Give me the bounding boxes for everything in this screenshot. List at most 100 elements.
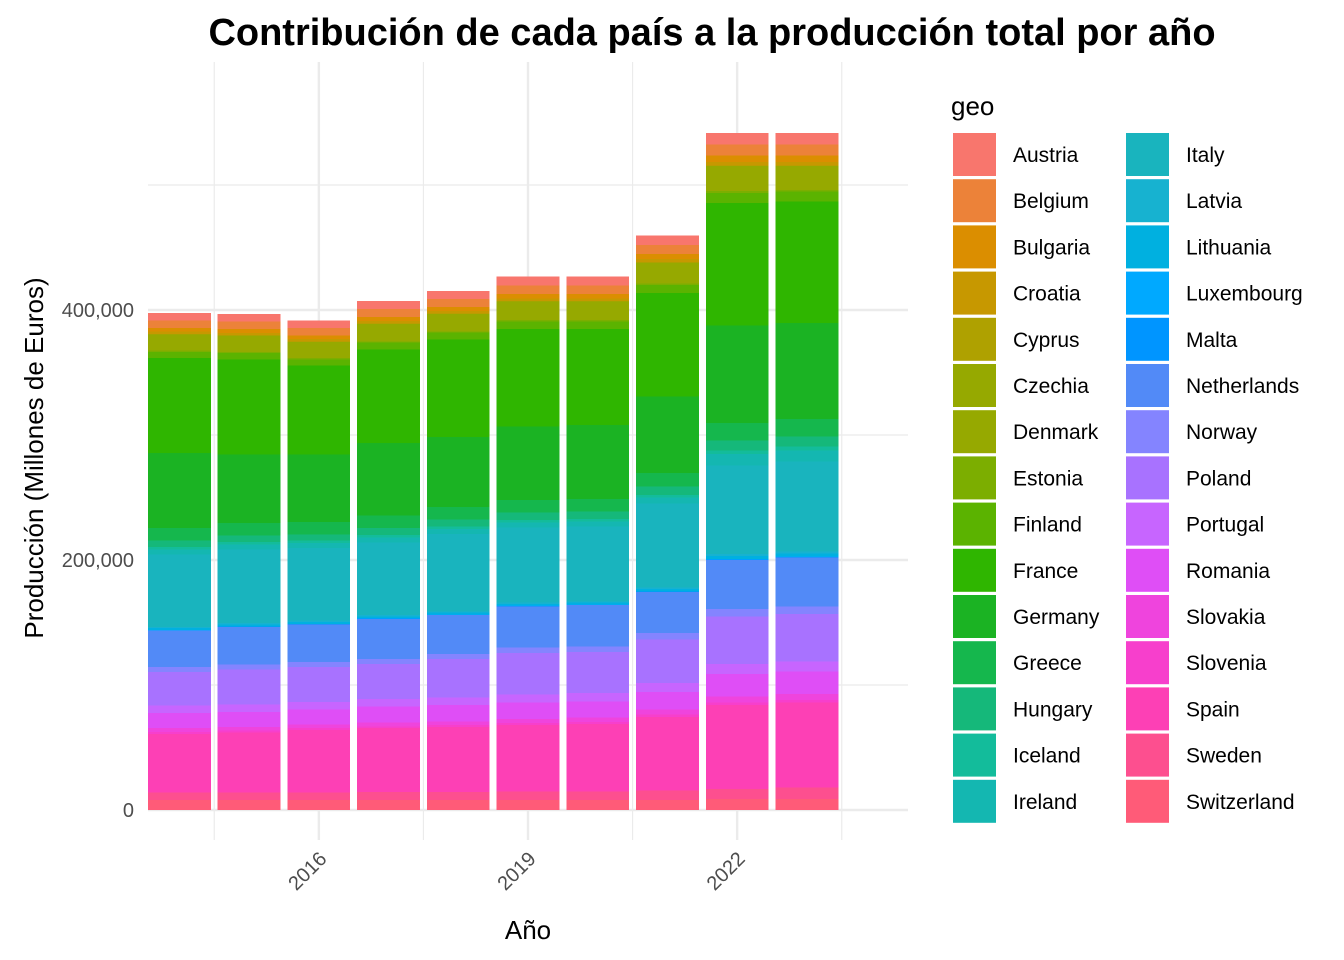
bar-segment-cyprus-2022 xyxy=(705,165,769,166)
bar-segment-switzerland-2021 xyxy=(636,800,699,810)
bar-segment-luxembourg-2022 xyxy=(705,559,769,560)
bar-segment-greece-2015 xyxy=(217,523,281,536)
bar-segment-ireland-2021 xyxy=(636,497,699,504)
bar-segment-sweden-2022 xyxy=(705,788,769,799)
bar-segment-netherlands-2014 xyxy=(148,630,211,667)
legend-label: Lithuania xyxy=(1186,236,1272,259)
bar-segment-luxembourg-2023 xyxy=(775,556,839,558)
bar-segment-croatia-2018 xyxy=(426,310,490,314)
bar-segment-ireland-2019 xyxy=(496,522,560,528)
bar-segment-poland-2022 xyxy=(705,616,769,664)
bar-segment-estonia-2017 xyxy=(357,341,420,343)
legend-item-lithuania: Lithuania xyxy=(1126,225,1272,269)
bar-segment-ireland-2017 xyxy=(357,537,420,543)
bar-segment-switzerland-2022 xyxy=(705,798,769,810)
bar-segment-finland-2020 xyxy=(566,321,630,329)
bar-segment-cyprus-2023 xyxy=(775,165,839,166)
bar-segment-estonia-2014 xyxy=(148,350,211,352)
bar-segment-lithuania-2019 xyxy=(496,603,560,606)
legend-item-france: France xyxy=(953,548,1078,592)
bar-segment-iceland-2023 xyxy=(775,446,839,451)
bar-segment-slovenia-2015 xyxy=(217,730,281,733)
bar-segment-czechia-2015 xyxy=(217,335,281,342)
bar-segment-slovakia-2020 xyxy=(566,717,630,722)
bar-segment-slovenia-2016 xyxy=(287,728,351,730)
bar-segment-norway-2015 xyxy=(217,664,281,670)
bar-segment-netherlands-2017 xyxy=(357,618,420,659)
bar-segment-iceland-2019 xyxy=(496,520,560,523)
bar-segment-czechia-2014 xyxy=(148,334,211,341)
bar-segment-sweden-2016 xyxy=(287,792,351,800)
bar-segment-poland-2015 xyxy=(217,669,281,705)
bar-segment-netherlands-2015 xyxy=(217,626,281,665)
legend-key xyxy=(953,225,996,269)
bar-segment-portugal-2022 xyxy=(705,663,769,674)
legend-label: Switzerland xyxy=(1186,791,1295,814)
bar-segment-italy-2022 xyxy=(705,465,769,555)
legend-item-sweden: Sweden xyxy=(1126,733,1262,777)
legend-label: Iceland xyxy=(1013,745,1081,768)
bar-segment-lithuania-2022 xyxy=(705,556,769,560)
bar-segment-bulgaria-2014 xyxy=(148,327,211,332)
legend-key xyxy=(1126,317,1169,361)
bar-segment-spain-2016 xyxy=(287,730,351,793)
legend-key xyxy=(953,456,996,500)
legend-item-norway: Norway xyxy=(1126,410,1258,454)
bar-segment-norway-2014 xyxy=(148,666,211,672)
legend-item-denmark: Denmark xyxy=(953,410,1099,454)
legend-item-iceland: Iceland xyxy=(953,733,1081,777)
bar-segment-croatia-2021 xyxy=(636,259,699,263)
bar-segment-austria-2015 xyxy=(217,314,281,322)
bar-segment-lithuania-2015 xyxy=(217,624,281,627)
legend-label: Estonia xyxy=(1013,467,1083,490)
bar-segment-romania-2016 xyxy=(287,709,351,725)
bar-segment-netherlands-2016 xyxy=(287,624,351,662)
bar-segment-czechia-2018 xyxy=(426,313,490,321)
bar-segment-portugal-2018 xyxy=(426,697,490,705)
bar-segment-ireland-2022 xyxy=(705,454,769,466)
x-tick-label: 2016 xyxy=(284,848,331,895)
legend: Austria Belgium Bulgaria Croatia Cyprus Czech… xyxy=(953,133,1303,823)
bar-segment-estonia-2021 xyxy=(636,283,699,285)
legend-key xyxy=(953,502,996,546)
bar-segment-lithuania-2023 xyxy=(775,553,839,557)
legend-item-bulgaria: Bulgaria xyxy=(953,225,1090,269)
x-axis-title: Año xyxy=(505,915,551,945)
bar-segment-greece-2016 xyxy=(287,521,351,535)
bar-segment-france-2020 xyxy=(566,328,630,425)
bar-segment-bulgaria-2017 xyxy=(357,317,420,321)
bar-segment-spain-2020 xyxy=(566,723,630,792)
legend-item-luxembourg: Luxembourg xyxy=(1126,271,1303,315)
legend-item-slovenia: Slovenia xyxy=(1126,641,1267,685)
bar-segment-denmark-2021 xyxy=(636,270,699,284)
bar-segment-ireland-2014 xyxy=(148,549,211,555)
legend-label: Netherlands xyxy=(1186,375,1299,398)
bar-segment-norway-2023 xyxy=(775,606,839,614)
legend-item-germany: Germany xyxy=(953,595,1100,638)
bar-segment-italy-2014 xyxy=(148,554,211,627)
bar-segment-austria-2017 xyxy=(357,300,420,309)
bar-segment-croatia-2014 xyxy=(148,331,211,334)
bar-segment-switzerland-2023 xyxy=(775,798,839,810)
bar-segment-bulgaria-2022 xyxy=(705,155,769,162)
bar-segment-ireland-2015 xyxy=(217,544,281,550)
legend-key xyxy=(953,364,996,407)
bar-segment-france-2018 xyxy=(426,339,490,437)
legend-label: Latvia xyxy=(1186,190,1242,213)
legend-label: Belgium xyxy=(1013,190,1089,213)
legend-key xyxy=(1126,179,1169,223)
bar-segment-netherlands-2021 xyxy=(636,591,699,634)
bar-segment-slovenia-2014 xyxy=(148,731,211,734)
bar-segment-slovakia-2014 xyxy=(148,728,211,732)
bar-segment-latvia-2019 xyxy=(496,602,560,604)
bar-segment-norway-2021 xyxy=(636,633,699,640)
bar-segment-greece-2023 xyxy=(775,419,839,437)
bar-segment-czechia-2020 xyxy=(566,301,630,309)
bar-segment-latvia-2015 xyxy=(217,623,281,625)
bar-segment-romania-2014 xyxy=(148,713,211,729)
bar-segment-italy-2015 xyxy=(217,549,281,624)
bar-segment-romania-2020 xyxy=(566,701,630,718)
bar-segment-belgium-2023 xyxy=(775,144,839,156)
bar-segment-slovakia-2021 xyxy=(636,709,699,715)
bar-segment-italy-2021 xyxy=(636,503,699,588)
